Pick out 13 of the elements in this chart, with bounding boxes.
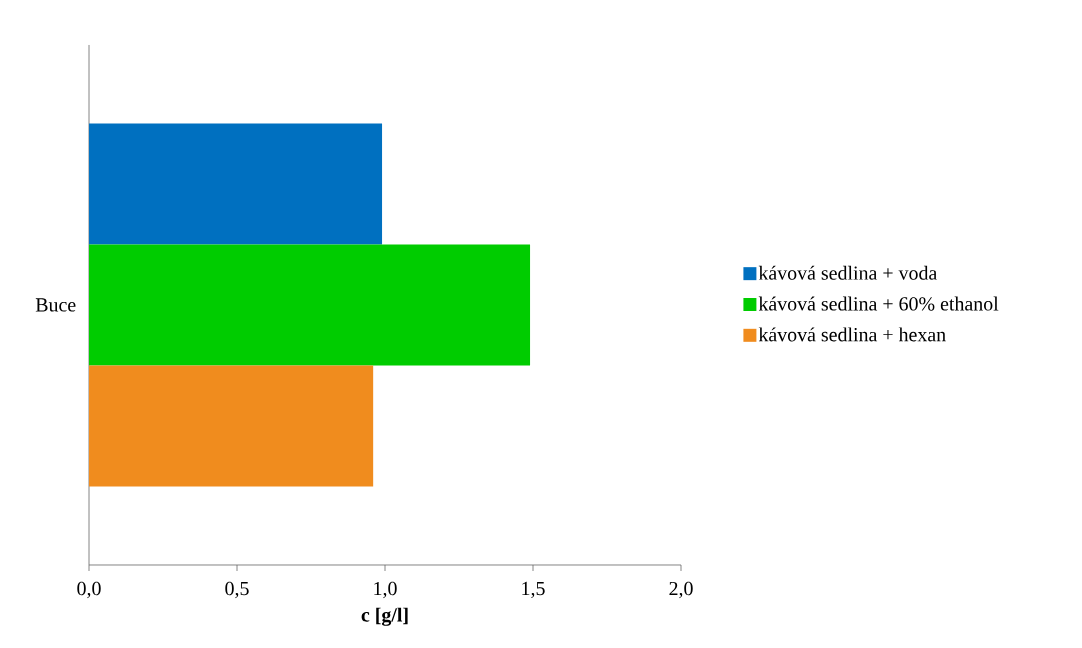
y-tick-label: Buce: [35, 298, 76, 312]
legend-label: kávová sedlina + 60% ethanol: [758, 296, 999, 311]
bar: [89, 244, 531, 366]
x-tick-label: 0,5: [225, 581, 249, 599]
x-tick-label: 2,0: [669, 581, 693, 599]
x-tick-label: 1,0: [374, 581, 397, 599]
x-axis-title: c [g/l]: [361, 607, 408, 626]
legend-label: kávová sedlina + hexan: [758, 327, 946, 342]
legend-label: kávová sedlina + voda: [758, 265, 938, 280]
x-tick-label: 1,5: [522, 581, 545, 599]
x-tick-label: 0,0: [77, 581, 101, 599]
bar: [89, 123, 383, 245]
bar: [89, 365, 374, 487]
